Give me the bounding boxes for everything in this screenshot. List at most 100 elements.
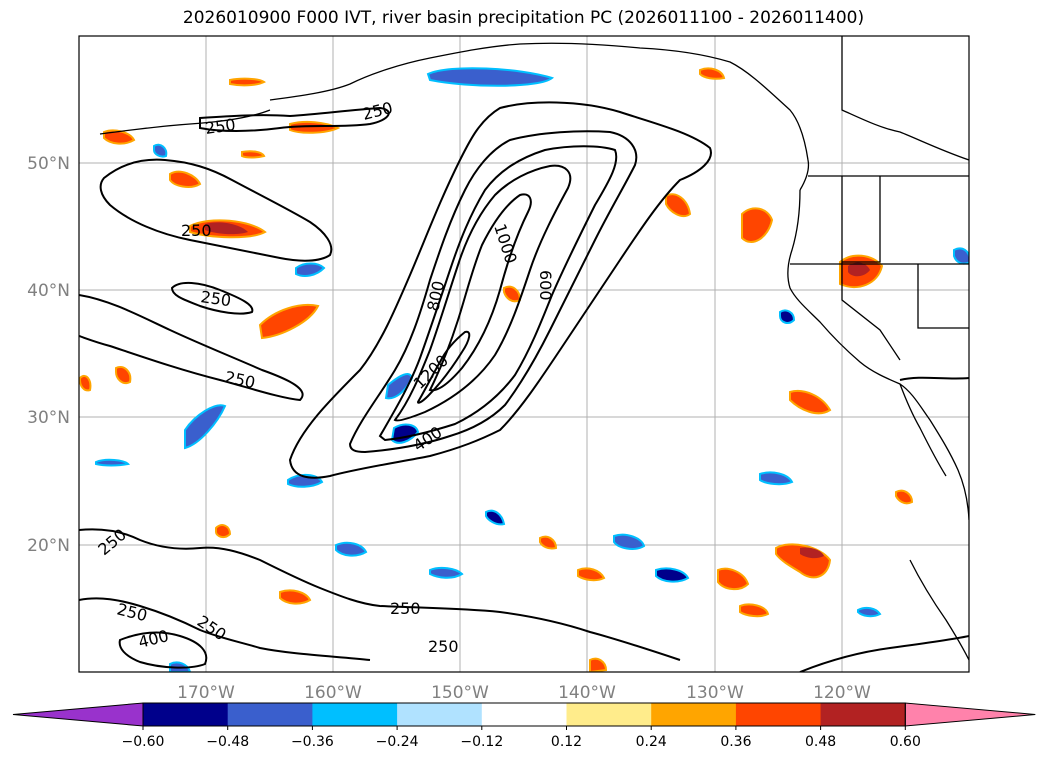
- canada-interior: [841, 36, 969, 161]
- precip-blob: [953, 247, 969, 265]
- ivt-contour-1200: [416, 330, 471, 404]
- ivt-label: 250: [223, 367, 257, 392]
- map-area: 250 250 250 250 250 250 250 250 250 250 …: [79, 36, 969, 672]
- state-border: [790, 176, 969, 361]
- coastlines: [99, 36, 969, 661]
- precip-blob: [184, 404, 227, 450]
- ivt-contour-250: [199, 106, 390, 132]
- ivt-contour-250: [99, 158, 333, 262]
- precip-blob: [289, 120, 341, 134]
- precip-blob: [741, 207, 774, 243]
- ivt-label: 600: [536, 270, 555, 301]
- ivt-contour-400: [348, 130, 638, 454]
- precip-blob: [153, 143, 168, 158]
- ivt-label: 400: [136, 626, 170, 652]
- colorbar: [12, 702, 1036, 727]
- precip-blob: [857, 606, 882, 618]
- precip-blob: [655, 567, 690, 583]
- colorbar-segment: [312, 703, 398, 726]
- chart-title: 2026010900 F000 IVT, river basin precipi…: [182, 8, 865, 28]
- precip-blob: [539, 535, 558, 550]
- precip-blob: [169, 170, 202, 188]
- colorbar-segment: [397, 703, 483, 726]
- ivt-label: 250: [115, 599, 149, 625]
- ivt-label: 1000: [490, 221, 521, 266]
- precip-blob: [613, 533, 646, 550]
- gridlines: [79, 36, 969, 672]
- ivt-contour-400: [118, 631, 208, 669]
- precip-blobs: [79, 67, 969, 672]
- ivt-label: 250: [360, 98, 394, 124]
- precip-blob: [485, 509, 506, 526]
- precip-blob: [335, 541, 368, 557]
- x-tick-label: 160°W: [304, 683, 362, 703]
- precip-blob: [739, 603, 770, 618]
- precip-blob: [258, 304, 320, 340]
- precip-blob: [115, 366, 132, 384]
- precip-blob: [215, 524, 232, 539]
- ivt-labels: 250 250 250 250 250 250 250 250 250 250 …: [94, 98, 555, 656]
- colorbar-tick-label: 0.60: [890, 734, 921, 750]
- precip-blob: [95, 458, 131, 467]
- precip-blob: [429, 566, 464, 579]
- colorbar-tick-label: −0.24: [376, 734, 419, 750]
- colorbar-tick-label: 0.48: [805, 734, 836, 750]
- precip-blob: [103, 129, 136, 145]
- ivt-label: 250: [390, 599, 421, 618]
- colorbar-segment: [481, 703, 567, 726]
- ivt-contour-250: [799, 635, 969, 672]
- colorbar-segment: [820, 703, 906, 726]
- precip-blob: [295, 262, 326, 277]
- ivt-label: 250: [181, 221, 212, 240]
- colorbar-segment: [143, 703, 229, 726]
- y-tick-label: 20°N: [27, 536, 70, 556]
- precip-blob: [79, 374, 92, 392]
- colorbar-ticks: −0.60 −0.48 −0.36 −0.24 −0.12 0.12 0.24 0.36 0.4…: [122, 726, 921, 750]
- colorbar-tick-label: −0.36: [291, 734, 334, 750]
- colorbar-tick-label: 0.12: [551, 734, 582, 750]
- y-tick-label: 30°N: [27, 408, 70, 428]
- precip-blob: [789, 390, 832, 415]
- precip-blob: [589, 657, 608, 672]
- colorbar-segment: [566, 703, 652, 726]
- y-tick-label: 50°N: [27, 154, 70, 174]
- colorbar-segment: [227, 703, 313, 726]
- precip-blob: [241, 150, 266, 159]
- ivt-contour-250: [899, 376, 969, 381]
- plot-frame: [78, 35, 970, 673]
- baja: [899, 383, 947, 477]
- x-tick-label: 120°W: [813, 683, 871, 703]
- colorbar-tick-label: −0.60: [122, 734, 165, 750]
- x-tick-label: 140°W: [558, 683, 616, 703]
- precip-blob: [848, 262, 870, 277]
- alaska-coast: [269, 42, 810, 191]
- colorbar-extend-min: [12, 702, 144, 727]
- precip-blob: [577, 567, 606, 582]
- colorbar-tick-label: 0.24: [636, 734, 667, 750]
- precip-blob: [717, 567, 750, 590]
- precip-blob: [279, 589, 312, 605]
- precip-blob: [699, 67, 726, 80]
- colorbar-segment: [735, 703, 822, 726]
- precip-blob: [229, 77, 266, 87]
- colorbar-segment: [651, 703, 737, 726]
- precip-blob: [779, 309, 796, 324]
- colorbar-tick-label: −0.48: [206, 734, 249, 750]
- colorbar-tick-label: −0.12: [460, 734, 503, 750]
- precip-blob: [800, 547, 824, 559]
- mexico-coast: [909, 559, 969, 661]
- ivt-contour-1000: [428, 193, 532, 392]
- ivt-contour-250: [79, 528, 681, 661]
- colorbar-outline: [142, 702, 906, 727]
- ivt-contour-800: [393, 164, 572, 422]
- y-axis: 50°N 40°N 30°N 20°N: [27, 154, 70, 556]
- ivt-label: 250: [428, 637, 459, 656]
- precip-blob: [895, 489, 914, 505]
- y-tick-label: 40°N: [27, 281, 70, 301]
- precip-blob: [205, 222, 248, 235]
- ivt-contour-600: [378, 145, 618, 442]
- ivt-contour-250: [170, 282, 254, 315]
- westcoast: [787, 189, 969, 521]
- ivt-contour-250: [288, 101, 712, 479]
